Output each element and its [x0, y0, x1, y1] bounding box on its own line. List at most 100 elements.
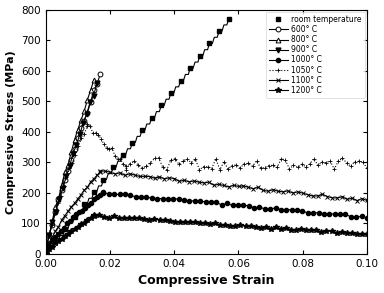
room temperature: [63, 227, 67, 231]
900° C: [60, 187, 65, 190]
800° C: [53, 206, 58, 209]
900° C: [43, 252, 48, 256]
600° C: [95, 82, 99, 86]
room temperature: [197, 54, 202, 58]
600° C: [46, 235, 51, 238]
800° C: [69, 150, 74, 154]
1000° C: [92, 197, 97, 201]
800° C: [46, 237, 51, 241]
room temperature: [140, 128, 144, 132]
600° C: [98, 72, 103, 76]
1000° C: [43, 252, 48, 256]
1200° C: [349, 231, 354, 234]
1050° C: [316, 163, 320, 167]
1050° C: [353, 160, 357, 163]
room temperature: [227, 17, 231, 21]
900° C: [78, 132, 82, 136]
Line: 600° C: 600° C: [43, 71, 103, 256]
1200° C: [284, 227, 288, 230]
1100° C: [132, 173, 137, 177]
900° C: [88, 100, 93, 104]
1100° C: [95, 173, 99, 177]
1200° C: [188, 221, 192, 224]
600° C: [82, 119, 86, 122]
1000° C: [311, 211, 316, 214]
1100° C: [98, 169, 103, 173]
1050° C: [85, 122, 90, 126]
600° C: [53, 210, 58, 213]
800° C: [85, 98, 90, 102]
800° C: [43, 252, 48, 256]
Line: 800° C: 800° C: [43, 78, 96, 256]
900° C: [71, 152, 75, 156]
900° C: [91, 94, 96, 97]
room temperature: [169, 91, 173, 95]
1050° C: [79, 137, 84, 140]
1000° C: [203, 200, 208, 204]
900° C: [81, 121, 86, 125]
room temperature: [159, 104, 164, 107]
1200° C: [43, 252, 48, 256]
Line: room temperature: room temperature: [43, 17, 231, 256]
Line: 900° C: 900° C: [43, 81, 99, 256]
1050° C: [43, 252, 48, 256]
1200° C: [91, 214, 96, 217]
1050° C: [258, 166, 263, 170]
Line: 1200° C: 1200° C: [43, 212, 370, 257]
800° C: [82, 110, 86, 113]
room temperature: [53, 240, 58, 243]
900° C: [54, 210, 58, 214]
1000° C: [316, 211, 321, 215]
room temperature: [82, 203, 86, 206]
800° C: [63, 170, 67, 174]
room temperature: [101, 178, 106, 181]
600° C: [79, 126, 83, 130]
1100° C: [192, 179, 196, 183]
600° C: [56, 197, 61, 201]
800° C: [60, 184, 64, 187]
900° C: [57, 197, 61, 200]
900° C: [84, 113, 89, 116]
600° C: [88, 100, 93, 104]
600° C: [66, 170, 70, 173]
1000° C: [101, 190, 106, 194]
room temperature: [111, 166, 115, 169]
1000° C: [71, 216, 75, 219]
600° C: [43, 252, 48, 256]
600° C: [69, 159, 74, 162]
1050° C: [308, 162, 312, 166]
1100° C: [310, 194, 315, 198]
room temperature: [121, 153, 125, 157]
Y-axis label: Compressive Stress (MPa): Compressive Stress (MPa): [5, 50, 16, 214]
800° C: [91, 78, 96, 82]
900° C: [74, 143, 79, 146]
900° C: [64, 175, 68, 178]
900° C: [50, 220, 55, 224]
800° C: [79, 119, 83, 122]
room temperature: [217, 29, 222, 33]
room temperature: [72, 215, 77, 219]
800° C: [50, 220, 54, 224]
900° C: [47, 234, 51, 237]
800° C: [66, 163, 70, 166]
1200° C: [50, 245, 54, 248]
1000° C: [365, 217, 369, 220]
600° C: [72, 147, 77, 151]
room temperature: [91, 190, 96, 194]
800° C: [75, 128, 80, 132]
600° C: [50, 223, 54, 227]
600° C: [85, 111, 90, 114]
room temperature: [130, 141, 135, 144]
600° C: [63, 178, 67, 181]
1050° C: [121, 162, 126, 166]
1100° C: [365, 199, 369, 202]
800° C: [72, 138, 77, 142]
1100° C: [43, 252, 48, 256]
600° C: [60, 188, 64, 192]
room temperature: [207, 42, 212, 45]
800° C: [88, 88, 93, 92]
600° C: [75, 137, 80, 140]
X-axis label: Compressive Strain: Compressive Strain: [138, 275, 275, 287]
room temperature: [188, 67, 192, 70]
Line: 1000° C: 1000° C: [43, 190, 369, 256]
